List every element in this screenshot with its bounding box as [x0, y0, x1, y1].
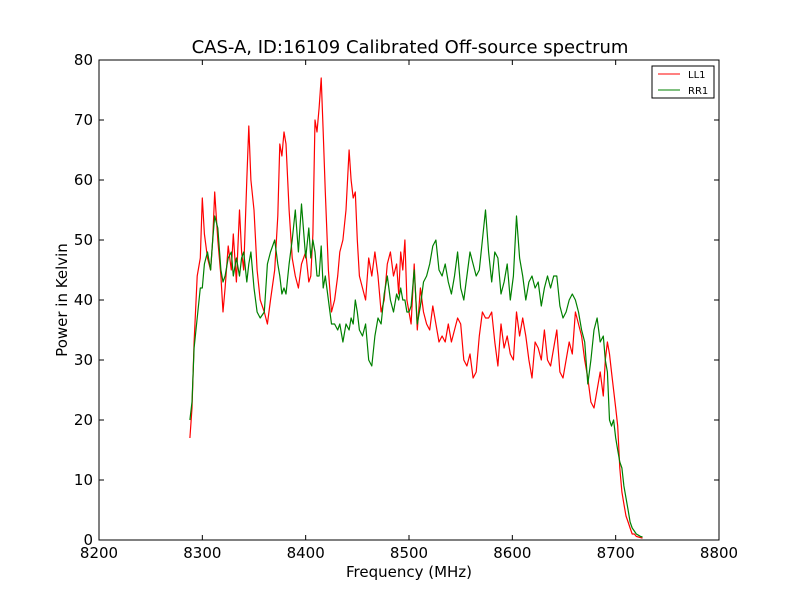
chart-title: CAS-A, ID:16109 Calibrated Off-source sp… [192, 37, 629, 58]
plot-area [189, 77, 643, 539]
x-tick-label: 8400 [287, 544, 325, 562]
series-line-rr1 [189, 203, 643, 538]
x-axis-label: Frequency (MHz) [346, 563, 472, 581]
legend-box [651, 65, 715, 99]
x-tick-label: 8600 [493, 544, 531, 562]
x-tick-label: 8200 [80, 544, 118, 562]
y-tick-label: 50 [74, 231, 93, 249]
y-tick-label: 60 [74, 171, 93, 189]
axis-ticks: 8200 8300 8400 8500 8600 8700 8800 0 10 20 30 40 50 6… [74, 51, 738, 562]
y-tick-label: 70 [74, 111, 93, 129]
y-tick-label: 20 [74, 411, 93, 429]
x-tick-label: 8800 [700, 544, 738, 562]
x-tick-label: 8300 [183, 544, 221, 562]
legend: LL1 RR1 [651, 65, 715, 99]
y-tick-label: 0 [83, 531, 93, 549]
x-tick-label: 8500 [390, 544, 428, 562]
y-tick-label: 10 [74, 471, 93, 489]
y-tick-label: 40 [74, 291, 93, 309]
y-tick-label: 80 [74, 51, 93, 69]
x-tick-label: 8700 [597, 544, 635, 562]
legend-label-rr1: RR1 [688, 86, 708, 97]
legend-label-ll1: LL1 [688, 70, 706, 81]
y-tick-label: 30 [74, 351, 93, 369]
y-axis-label: Power in Kelvin [53, 243, 71, 357]
